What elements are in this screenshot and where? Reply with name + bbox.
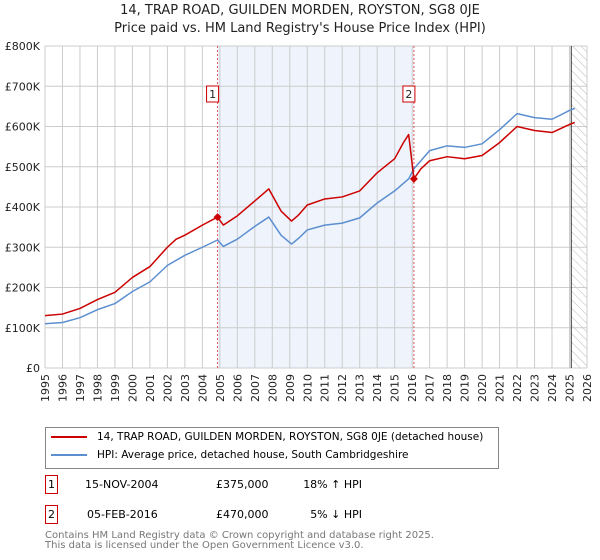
sale-label: 1 — [209, 88, 216, 101]
x-tick-label: 2003 — [179, 374, 192, 402]
y-tick-label: £400K — [5, 201, 41, 214]
x-tick-label: 2008 — [266, 374, 279, 402]
x-tick-label: 2017 — [424, 374, 437, 402]
x-tick-label: 2018 — [441, 374, 454, 402]
legend-label: 14, TRAP ROAD, GUILDEN MORDEN, ROYSTON, … — [97, 431, 484, 443]
x-tick-label: 2012 — [336, 374, 349, 402]
x-tick-label: 2026 — [581, 374, 594, 402]
hpi-line — [44, 107, 576, 325]
legend-swatch-red — [51, 436, 87, 438]
transaction-row: 1 15-NOV-2004 £375,000 18% ↑ HPI — [45, 475, 362, 494]
footer-line: Contains HM Land Registry data © Crown c… — [45, 530, 434, 541]
x-tick-label: 1995 — [39, 374, 52, 402]
sale-point-marker — [409, 174, 418, 183]
x-tick-label: 1996 — [56, 374, 69, 402]
x-tick-label: 2016 — [406, 374, 419, 402]
y-tick-label: £700K — [5, 80, 41, 93]
chart-title: 14, TRAP ROAD, GUILDEN MORDEN, ROYSTON, … — [120, 3, 480, 18]
x-tick-label: 1998 — [91, 374, 104, 402]
transaction-row: 2 05-FEB-2016 £470,000 5% ↓ HPI — [45, 505, 362, 524]
legend-label: HPI: Average price, detached house, Sout… — [97, 449, 409, 461]
legend-swatch-blue — [51, 454, 87, 456]
x-tick-label: 2025 — [564, 374, 577, 402]
x-tick-label: 2013 — [354, 374, 367, 402]
x-tick-label: 2023 — [529, 374, 542, 402]
x-tick-label: 1999 — [109, 374, 122, 402]
x-tick-label: 2002 — [161, 374, 174, 402]
y-tick-label: £300K — [5, 241, 41, 254]
legend-item-hpi: HPI: Average price, detached house, Sout… — [51, 449, 409, 461]
legend-item-property: 14, TRAP ROAD, GUILDEN MORDEN, ROYSTON, … — [51, 431, 483, 443]
x-tick-label: 2020 — [476, 374, 489, 402]
transaction-date: 05-FEB-2016 — [87, 508, 158, 521]
chart-area: 1995 1996 1997 1998 1999 2000 2001 2002 2003 2004… — [5, 40, 594, 402]
sale-label-box — [206, 85, 220, 103]
transaction-price: £470,000 — [216, 508, 269, 521]
x-tick-label: 2000 — [126, 374, 139, 402]
y-tick-label: £200K — [5, 282, 41, 295]
transaction-hpi: 5% ↓ HPI — [310, 508, 362, 521]
y-tick-label: £500K — [5, 161, 41, 174]
y-tick-label: £600K — [5, 121, 41, 134]
transaction-hpi: 18% ↑ HPI — [303, 478, 362, 491]
x-tick-label: 1997 — [74, 374, 87, 402]
transaction-badge: 1 — [45, 475, 58, 494]
y-tick-label: £800K — [5, 40, 41, 53]
x-tick-label: 2009 — [284, 374, 297, 402]
x-tick-label: 2014 — [371, 374, 384, 402]
sale-label-box — [402, 85, 416, 103]
x-tick-label: 2024 — [546, 374, 559, 402]
x-tick-label: 2022 — [511, 374, 524, 402]
footer: Contains HM Land Registry data © Crown c… — [45, 531, 434, 551]
x-tick-label: 2021 — [494, 374, 507, 402]
sale-label: 2 — [405, 88, 412, 101]
transaction-price: £375,000 — [216, 478, 269, 491]
x-tick-label: 2004 — [196, 374, 209, 402]
x-tick-label: 2005 — [214, 374, 227, 402]
sale-point-marker — [213, 213, 222, 222]
x-tick-label: 2010 — [301, 374, 314, 402]
y-tick-label: £0 — [26, 362, 40, 375]
x-tick-label: 2015 — [389, 374, 402, 402]
transaction-badge: 2 — [45, 505, 58, 524]
legend: 14, TRAP ROAD, GUILDEN MORDEN, ROYSTON, … — [45, 427, 499, 469]
price-paid-line — [44, 121, 576, 317]
transaction-date: 15-NOV-2004 — [85, 478, 159, 491]
x-tick-label: 2007 — [249, 374, 262, 402]
chart-subtitle: Price paid vs. HM Land Registry's House … — [114, 21, 486, 36]
x-tick-label: 2001 — [144, 374, 157, 402]
y-tick-label: £100K — [5, 322, 41, 335]
x-tick-label: 2006 — [231, 374, 244, 402]
x-tick-label: 2011 — [319, 374, 332, 402]
x-tick-label: 2019 — [459, 374, 472, 402]
footer-line: This data is licensed under the Open Gov… — [45, 540, 364, 551]
